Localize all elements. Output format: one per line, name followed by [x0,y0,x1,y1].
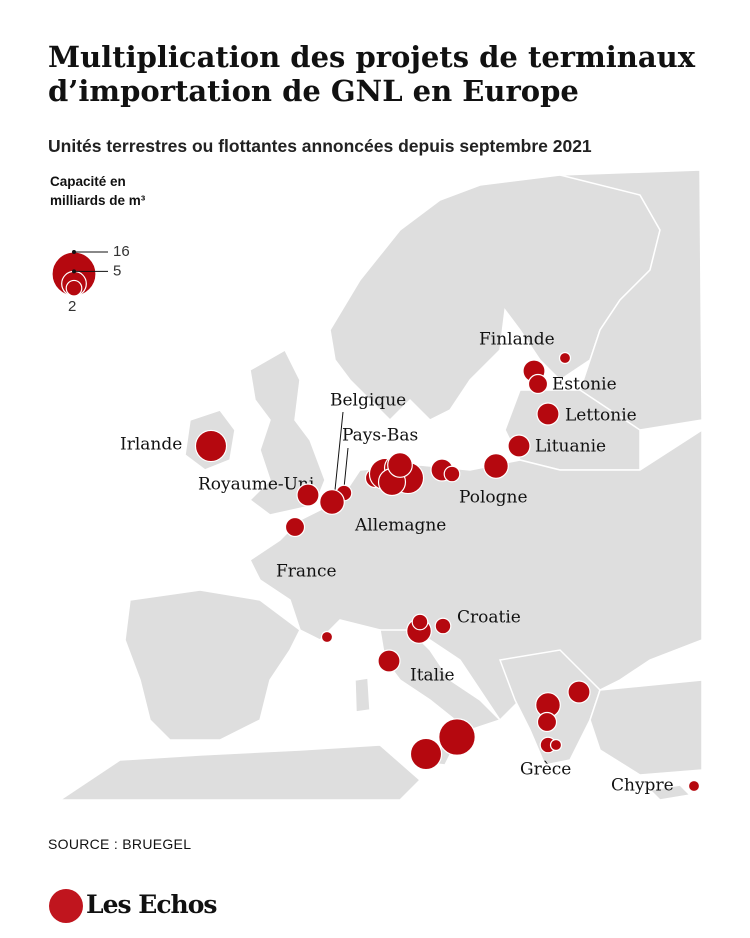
source: SOURCE : BRUEGEL [48,836,192,852]
brand: Les Echos [86,890,217,919]
country-label: Chypre [611,776,674,796]
terminal-bubble [558,351,572,365]
terminal-bubble [434,617,452,635]
legend-title: Capacité en milliards de m³ [50,174,146,208]
terminal-bubble [483,453,509,479]
terminal-bubble [438,718,476,756]
terminal-bubble [687,779,701,793]
terminal-bubble [411,613,429,631]
country-label: Grèce [520,760,571,780]
terminal-bubble [527,373,549,395]
terminal-bubble [296,483,320,507]
country-label: Irlande [120,435,182,455]
terminal-bubble [507,434,531,458]
legend-label: 2 [68,298,76,315]
country-label: Royaume-Uni [198,475,315,495]
country-label: Belgique [330,391,406,411]
title: Multiplication des projets de terminaux … [48,40,696,108]
country-label: Pologne [459,488,528,508]
terminal-bubble [536,402,560,426]
leader-lines [334,411,349,491]
leader-line [343,447,349,489]
leader-line [334,411,344,491]
terminal-bubble [536,711,558,733]
country-label: Estonie [552,375,617,395]
subtitle: Unités terrestres ou flottantes annoncée… [48,136,592,156]
legend-label: 5 [113,262,121,279]
terminal-bubble [409,737,443,771]
terminal-bubble [377,649,401,673]
terminal-bubble [443,465,461,483]
country-label: Lituanie [535,437,606,457]
country-label: Finlande [479,330,555,350]
country-label: Croatie [457,608,521,628]
land [57,169,703,801]
terminal-bubble [320,630,334,644]
terminal-bubble [319,489,345,515]
country-label: Lettonie [565,406,637,426]
country-label: Italie [410,666,455,686]
country-label: France [276,562,337,582]
terminal-bubble [567,680,591,704]
country-label: Pays-Bas [342,426,418,446]
terminal-bubble [387,452,413,478]
terminal-bubble [284,516,306,538]
terminal-bubble [549,738,563,752]
terminal-bubble [194,429,228,463]
country-label: Allemagne [354,516,446,536]
brand-logo [49,889,83,923]
legend-label: 16 [113,243,130,260]
legend-bubble [65,279,83,297]
